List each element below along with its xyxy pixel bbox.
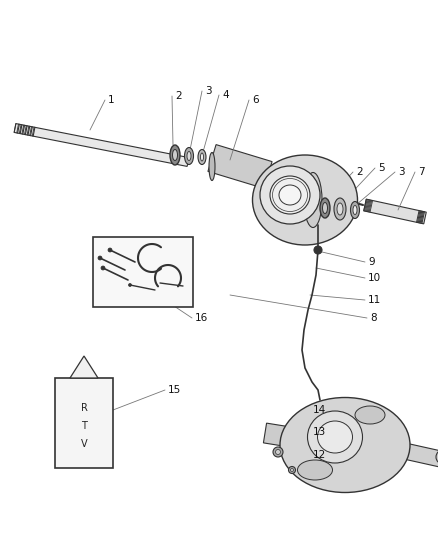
Text: 13: 13 (313, 427, 326, 437)
Polygon shape (14, 124, 189, 166)
Circle shape (273, 447, 283, 457)
Ellipse shape (170, 145, 180, 165)
Text: 2: 2 (175, 91, 182, 101)
Text: R: R (81, 403, 88, 413)
Text: V: V (81, 439, 87, 449)
Circle shape (98, 256, 102, 260)
Text: 3: 3 (398, 167, 405, 177)
Bar (55, 378, 113, 468)
Polygon shape (208, 144, 272, 188)
Ellipse shape (334, 198, 346, 220)
Ellipse shape (209, 152, 215, 181)
Ellipse shape (252, 155, 357, 245)
Polygon shape (263, 423, 292, 447)
Ellipse shape (353, 206, 357, 214)
Text: 8: 8 (370, 313, 377, 323)
Text: 7: 7 (418, 167, 424, 177)
Text: 15: 15 (168, 385, 181, 395)
Ellipse shape (173, 149, 177, 160)
Circle shape (436, 450, 438, 464)
Polygon shape (398, 442, 438, 468)
Text: 5: 5 (378, 163, 385, 173)
Ellipse shape (184, 148, 194, 165)
Ellipse shape (279, 185, 301, 205)
Circle shape (290, 469, 293, 472)
Circle shape (101, 266, 105, 270)
Ellipse shape (270, 176, 310, 214)
Polygon shape (70, 356, 98, 378)
Text: 1: 1 (108, 95, 115, 105)
Ellipse shape (318, 421, 353, 453)
Text: 4: 4 (222, 90, 229, 100)
Text: T: T (81, 421, 87, 431)
Circle shape (289, 466, 296, 473)
Ellipse shape (337, 203, 343, 215)
Ellipse shape (201, 153, 204, 161)
Text: 12: 12 (313, 450, 326, 460)
Text: 10: 10 (368, 273, 381, 283)
Text: 9: 9 (368, 257, 374, 267)
Circle shape (314, 246, 322, 254)
Ellipse shape (350, 201, 360, 219)
Circle shape (276, 449, 280, 455)
Text: 14: 14 (313, 405, 326, 415)
Text: 16: 16 (195, 313, 208, 323)
Text: 11: 11 (368, 295, 381, 305)
Text: 2: 2 (356, 167, 363, 177)
Ellipse shape (280, 398, 410, 492)
Ellipse shape (187, 151, 191, 160)
Ellipse shape (307, 411, 363, 463)
Text: 6: 6 (252, 95, 258, 105)
Text: 3: 3 (205, 86, 212, 96)
Ellipse shape (355, 406, 385, 424)
Circle shape (108, 248, 112, 252)
Polygon shape (364, 199, 426, 224)
Ellipse shape (304, 173, 322, 228)
Bar (93, 237, 193, 307)
Ellipse shape (198, 149, 206, 165)
Circle shape (128, 284, 131, 287)
Ellipse shape (297, 460, 332, 480)
Ellipse shape (322, 203, 328, 214)
Ellipse shape (260, 166, 320, 224)
Ellipse shape (320, 198, 330, 218)
